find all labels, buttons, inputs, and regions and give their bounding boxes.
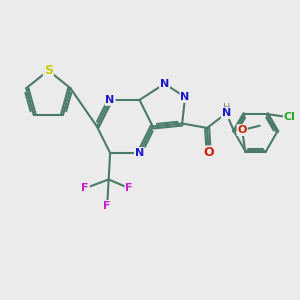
Text: H: H [223, 103, 230, 113]
Text: Cl: Cl [284, 112, 296, 122]
Text: F: F [103, 201, 111, 211]
Text: O: O [238, 125, 247, 135]
Text: N: N [181, 92, 190, 102]
Text: N: N [160, 79, 169, 89]
Text: F: F [81, 183, 89, 193]
Text: F: F [125, 183, 133, 193]
Text: S: S [44, 64, 53, 77]
Text: N: N [106, 95, 115, 105]
Text: N: N [135, 148, 144, 158]
Text: N: N [222, 108, 231, 118]
Text: O: O [203, 146, 214, 159]
